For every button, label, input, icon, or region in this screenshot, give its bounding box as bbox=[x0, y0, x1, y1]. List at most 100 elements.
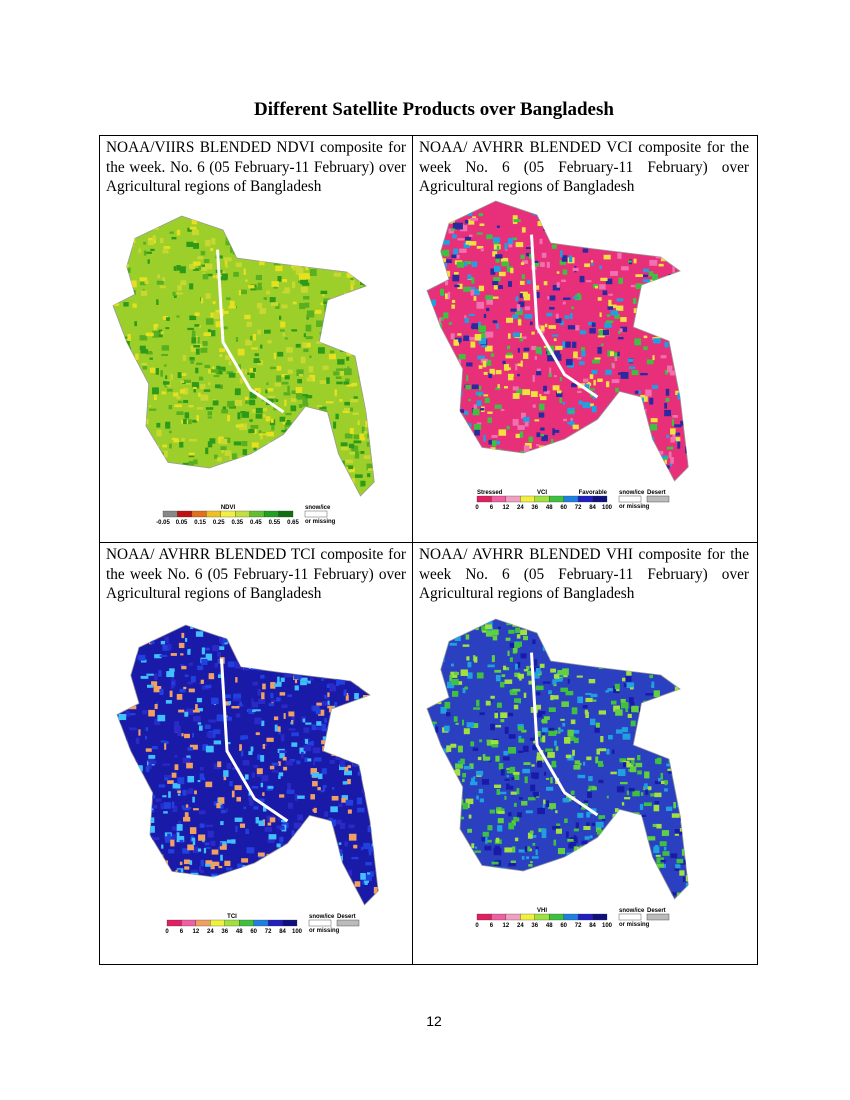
legend-swatch bbox=[206, 510, 221, 518]
map-pixel bbox=[148, 240, 154, 246]
map-pixel bbox=[676, 892, 682, 896]
map-pixel bbox=[458, 760, 461, 763]
map-pixel bbox=[196, 885, 202, 889]
map-pixel bbox=[448, 228, 454, 234]
map-pixel bbox=[266, 290, 271, 295]
map-pixel bbox=[628, 230, 635, 233]
map-pixel bbox=[237, 364, 242, 371]
map-pixel bbox=[667, 768, 672, 771]
map-pixel bbox=[577, 860, 584, 865]
map-pixel bbox=[173, 266, 177, 271]
map-pixel bbox=[529, 321, 533, 326]
map-pixel bbox=[224, 898, 230, 905]
map-pixel bbox=[162, 277, 166, 282]
map-pixel bbox=[177, 372, 182, 379]
map-pixel bbox=[555, 746, 559, 751]
map-pixel bbox=[248, 429, 255, 434]
map-pixel bbox=[588, 403, 594, 407]
map-pixel bbox=[437, 853, 444, 858]
map-pixel bbox=[235, 872, 240, 876]
map-pixel bbox=[591, 470, 594, 475]
page-number: 12 bbox=[426, 1013, 442, 1029]
map-pixel bbox=[296, 760, 301, 765]
map-pixel bbox=[203, 847, 207, 854]
map-pixel bbox=[377, 730, 379, 734]
map-pixel bbox=[605, 646, 609, 653]
map-pixel bbox=[339, 822, 346, 830]
map-pixel bbox=[557, 226, 563, 234]
map-pixel bbox=[455, 254, 460, 259]
map-pixel bbox=[375, 679, 379, 684]
legend-swatch bbox=[166, 919, 182, 927]
map-pixel bbox=[695, 685, 698, 690]
map-pixel bbox=[454, 884, 459, 891]
caption: NOAA/ AVHRR BLENDED VHI composite for th… bbox=[419, 546, 749, 602]
map-pixel bbox=[670, 337, 675, 342]
map-pixel bbox=[174, 404, 182, 408]
map-pixel bbox=[683, 674, 689, 682]
legend-tick: 24 bbox=[517, 923, 524, 929]
map-pixel bbox=[205, 824, 214, 827]
map-pixel bbox=[568, 871, 576, 876]
map-pixel bbox=[368, 851, 372, 856]
map-pixel bbox=[583, 800, 589, 803]
map-pixel bbox=[366, 274, 370, 280]
map-pixel bbox=[445, 211, 450, 218]
map-pixel bbox=[622, 445, 630, 450]
map-pixel bbox=[503, 667, 510, 671]
map-pixel bbox=[541, 727, 548, 733]
map-pixel bbox=[198, 392, 201, 397]
map-pixel bbox=[238, 237, 246, 243]
map-pixel bbox=[279, 750, 287, 753]
map-pixel bbox=[471, 384, 479, 390]
map-pixel bbox=[430, 245, 437, 251]
map-pixel bbox=[366, 655, 373, 660]
map-pixel bbox=[664, 779, 668, 786]
map-pixel bbox=[332, 245, 341, 252]
map-pixel bbox=[251, 702, 259, 708]
map-pixel bbox=[377, 469, 384, 474]
map-pixel bbox=[300, 356, 306, 364]
map-pixel bbox=[561, 637, 568, 643]
map-pixel bbox=[142, 365, 148, 370]
map-pixel bbox=[305, 414, 308, 421]
map-pixel bbox=[142, 881, 146, 889]
map-pixel bbox=[260, 885, 263, 891]
map-pixel bbox=[654, 758, 659, 764]
map-pixel bbox=[283, 438, 291, 442]
map-pixel bbox=[506, 775, 509, 778]
map-pixel bbox=[198, 725, 203, 731]
legend-swatch bbox=[253, 919, 269, 927]
map-pixel bbox=[694, 285, 698, 289]
map-pixel bbox=[233, 271, 239, 277]
map-pixel bbox=[164, 777, 169, 781]
map-pixel bbox=[243, 760, 249, 766]
map-pixel bbox=[123, 302, 129, 307]
map-pixel bbox=[465, 236, 472, 244]
map-pixel bbox=[216, 803, 221, 809]
map-pixel bbox=[441, 420, 447, 423]
map-pixel bbox=[560, 201, 564, 205]
map-pixel bbox=[123, 661, 127, 668]
map-pixel bbox=[127, 848, 136, 853]
map-pixel bbox=[391, 681, 397, 683]
map-pixel bbox=[605, 211, 609, 214]
map-pixel bbox=[170, 653, 177, 656]
map-pixel bbox=[444, 701, 451, 709]
map-pixel bbox=[256, 881, 263, 888]
map-pixel bbox=[652, 355, 655, 361]
map-pixel bbox=[351, 856, 359, 860]
map-pixel bbox=[123, 340, 130, 346]
map-pixel bbox=[240, 411, 246, 414]
map-pixel bbox=[428, 344, 435, 352]
map-pixel bbox=[278, 818, 286, 821]
map-pixel bbox=[313, 807, 317, 813]
map-pixel bbox=[614, 819, 618, 827]
map-pixel bbox=[333, 421, 337, 429]
map-pixel bbox=[177, 869, 181, 875]
map-pixel bbox=[448, 322, 452, 325]
map-pixel bbox=[663, 468, 669, 474]
map-pixel bbox=[461, 433, 470, 436]
map-pixel bbox=[298, 272, 301, 275]
map-pixel bbox=[506, 771, 514, 774]
